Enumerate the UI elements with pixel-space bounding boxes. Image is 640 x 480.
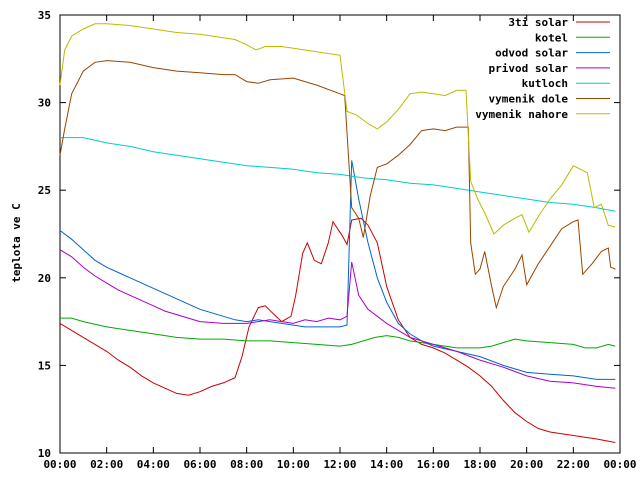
x-tick-label: 06:00: [183, 458, 216, 471]
x-tick-label: 12:00: [323, 458, 356, 471]
y-tick-label: 30: [38, 97, 51, 110]
y-axis-label: teplota ve C: [10, 203, 23, 282]
x-tick-label: 22:00: [557, 458, 590, 471]
x-tick-label: 16:00: [417, 458, 450, 471]
legend-label: vymenik nahore: [475, 108, 568, 121]
x-tick-label: 18:00: [463, 458, 496, 471]
series-line-3ti-solar: [59, 217, 616, 443]
y-tick-label: 15: [38, 359, 51, 372]
x-tick-label: 00:00: [43, 458, 76, 471]
y-tick-label: 25: [38, 184, 51, 197]
legend: 3ti solar kotel odvod solar privod solar kut…: [475, 16, 610, 121]
series-line-privod-solar: [59, 249, 616, 389]
legend-label: 3ti solar: [508, 16, 568, 29]
x-tick-label: 14:00: [370, 458, 403, 471]
y-tick-label: 10: [38, 447, 51, 460]
x-tick-label: 02:00: [90, 458, 123, 471]
series-line-vymenik-nahore: [59, 23, 616, 235]
y-tick-label: 20: [38, 272, 51, 285]
x-tick-label: 04:00: [137, 458, 170, 471]
series-line-kutloch: [60, 137, 616, 212]
x-tick-label: 08:00: [230, 458, 263, 471]
x-axis-ticks: 00:00 02:00 04:00 06:00 08:00 10:00 12:00 14:00…: [43, 15, 637, 471]
legend-label: kotel: [535, 31, 568, 44]
x-tick-label: 10:00: [277, 458, 310, 471]
series-line-vymenik-dole: [59, 60, 616, 310]
x-tick-label: 20:00: [510, 458, 543, 471]
legend-label: kutloch: [522, 77, 568, 90]
y-tick-label: 35: [38, 9, 51, 22]
y-axis-ticks: 10 15 20 25 30 35: [38, 9, 620, 460]
legend-label: odvod solar: [495, 47, 568, 60]
series-lines: [59, 23, 616, 443]
legend-label: privod solar: [489, 62, 569, 75]
x-tick-label: 00:00: [603, 458, 636, 471]
legend-label: vymenik dole: [489, 93, 569, 106]
series-line-kotel: [60, 317, 616, 349]
series-line-odvod-solar: [59, 160, 616, 380]
